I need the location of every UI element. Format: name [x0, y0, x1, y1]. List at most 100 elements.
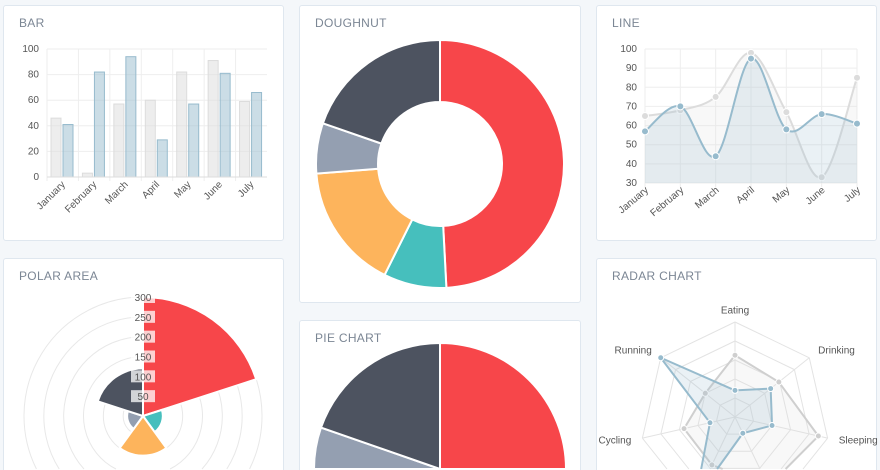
line-y-tick: 60 — [626, 121, 638, 132]
radar-point — [657, 354, 665, 362]
radar-ring — [641, 321, 829, 470]
bar-dataset1 — [207, 60, 219, 178]
radar-ring — [678, 359, 792, 469]
radar-label: Drinking — [818, 346, 855, 357]
line-x-tick: May — [771, 185, 793, 206]
line-point — [782, 108, 791, 117]
line-y-tick: 70 — [626, 101, 638, 112]
line-y-tick: 50 — [626, 140, 638, 151]
bar-y-tick: 20 — [28, 146, 40, 157]
radar-point — [739, 429, 747, 437]
pie-segment — [319, 341, 441, 470]
line-point — [747, 54, 755, 63]
bar-y-tick: 0 — [33, 172, 39, 183]
bar-y-tick: 100 — [22, 44, 39, 55]
bar-dataset2 — [125, 56, 137, 178]
line-y-tick: 100 — [620, 44, 637, 55]
radar-point — [731, 351, 739, 359]
bar-x-tick: May — [172, 179, 193, 200]
line-x-tick: March — [693, 185, 721, 211]
line-x-tick: January — [617, 185, 651, 216]
radar-point — [767, 385, 775, 393]
radar-point — [680, 425, 688, 433]
bar-dataset2 — [188, 103, 200, 178]
polar-tick-backdrop — [131, 350, 155, 363]
radar-point — [706, 419, 714, 427]
radar-ring — [715, 397, 755, 435]
bar-dataset1 — [81, 172, 93, 178]
bar-x-tick: March — [103, 179, 130, 206]
radar-spoke — [709, 416, 736, 470]
line-point — [676, 102, 685, 111]
polar-tick: 150 — [135, 353, 152, 364]
radar-spoke — [734, 416, 761, 470]
radar-area-dataset2 — [660, 357, 773, 469]
bar-x-tick: June — [202, 179, 225, 202]
bar-y-tick: 80 — [28, 70, 40, 81]
radar-point — [814, 432, 822, 440]
radar-spoke — [660, 357, 736, 418]
bar-dataset2 — [219, 72, 231, 178]
line-area-dataset1 — [645, 52, 857, 183]
radar-spoke — [642, 416, 736, 439]
pie-segment — [439, 341, 568, 470]
bar-dataset2 — [156, 139, 168, 178]
bar-dataset2 — [251, 92, 263, 178]
line-point — [711, 92, 720, 101]
line-x-tick: April — [735, 185, 757, 206]
line-y-tick: 80 — [626, 82, 638, 93]
radar-point — [731, 386, 739, 394]
radar-point — [768, 421, 776, 429]
bar-dataset2 — [62, 124, 74, 178]
line-y-tick: 40 — [626, 159, 638, 170]
line-chart-card: LINE — [596, 5, 877, 241]
polar-tick-backdrop — [131, 310, 155, 323]
radar-label: Cycling — [598, 436, 631, 447]
line-point — [711, 152, 720, 161]
bar-dataset1 — [239, 100, 251, 178]
line-x-tick: February — [649, 185, 687, 219]
polar-tick: 250 — [135, 313, 152, 324]
polar-segment — [142, 295, 258, 418]
line-point — [853, 119, 861, 128]
line-point — [641, 112, 649, 120]
polar-tick-backdrop — [131, 291, 155, 303]
line-point — [853, 73, 861, 82]
polar-tick: 200 — [135, 333, 152, 344]
bar-dataset1 — [113, 103, 125, 178]
bar-x-tick: July — [236, 179, 256, 199]
doughnut-segment — [439, 38, 565, 289]
line-y-tick: 30 — [626, 178, 638, 189]
radar-ring — [660, 340, 810, 470]
bar-dataset1 — [176, 71, 188, 178]
doughnut-segment — [321, 38, 441, 145]
radar-ring — [697, 378, 773, 452]
line-point — [641, 127, 649, 136]
line-chart-title: LINE — [612, 16, 640, 30]
bar-chart-card: BAR — [3, 5, 284, 241]
bar-dataset2 — [93, 71, 105, 178]
line-point — [782, 125, 791, 134]
radar-chart-title: RADAR CHART — [612, 269, 702, 283]
polar-tick: 50 — [137, 392, 149, 403]
line-point — [817, 173, 826, 182]
bar-x-tick: April — [140, 179, 162, 201]
line-y-tick: 90 — [626, 63, 638, 74]
radar-point — [775, 378, 783, 386]
line-point — [817, 110, 826, 119]
radar-label: Sleeping — [839, 436, 878, 447]
radar-label: Running — [615, 346, 652, 357]
radar-spoke — [734, 416, 828, 439]
polar-tick: 300 — [135, 293, 152, 304]
bar-chart-title: BAR — [19, 16, 45, 30]
line-x-tick: June — [804, 185, 828, 208]
polar-tick-backdrop — [131, 370, 155, 383]
radar-point — [701, 389, 709, 397]
radar-dataset1 — [683, 354, 820, 470]
polar-tick-backdrop — [131, 390, 155, 403]
polar-tick: 100 — [135, 372, 152, 383]
bar-dataset1 — [50, 117, 62, 178]
radar-point — [708, 461, 716, 469]
radar-dataset2 — [659, 356, 774, 470]
